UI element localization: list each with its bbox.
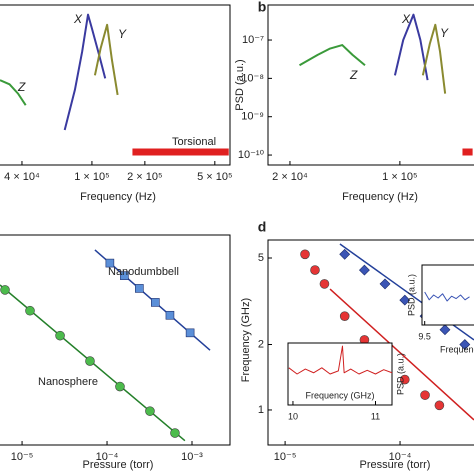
series-label: Z xyxy=(17,80,26,94)
y-tick-label: 10⁻⁷ xyxy=(242,34,264,46)
series-label: Z xyxy=(349,68,358,82)
circle-marker xyxy=(25,305,35,316)
circle-marker xyxy=(399,374,410,385)
panel: Frequency (Hz) 4 × 10⁴ 1 × 10⁵ 2 × 10⁵ 5 × 1… xyxy=(0,4,233,203)
x-tick-label: 5 × 10⁵ xyxy=(197,171,232,183)
x-axis-label: Frequency (GHz) xyxy=(305,390,374,400)
circle-marker xyxy=(115,381,125,392)
y-axis-label: PSD (a.u.) xyxy=(406,274,416,316)
data-line xyxy=(63,13,107,131)
x-tick-label: 10⁻⁴ xyxy=(96,451,119,463)
y-tick-label: 10⁻¹⁰ xyxy=(238,149,265,161)
diamond-marker xyxy=(439,324,451,336)
panel: b Frequency (Hz) PSD (a.u.) 2 × 10⁴ 1 × 10⁵ 1… xyxy=(234,0,474,203)
diamond-marker xyxy=(459,339,471,350)
x-tick-label: 11 xyxy=(371,411,380,421)
x-tick-label: 2 × 10⁵ xyxy=(127,171,162,183)
data-line xyxy=(424,291,470,302)
data-line xyxy=(0,79,27,106)
data-line xyxy=(421,23,447,94)
x-tick-label: 9.5 xyxy=(418,331,431,341)
circle-marker xyxy=(420,390,430,400)
data-line xyxy=(93,23,119,96)
circle-marker xyxy=(319,279,330,289)
circle-marker xyxy=(339,311,350,321)
x-tick-label: 1 × 10⁵ xyxy=(74,171,109,183)
y-tick-label: 5 xyxy=(258,252,264,264)
circle-marker xyxy=(300,249,310,260)
panel: d Pressure (torr) Frequency (GHz) 10⁻⁵ 10⁻⁴ 5… xyxy=(240,219,474,471)
plot-frame xyxy=(0,234,231,446)
series-label: Nanosphere xyxy=(38,376,98,388)
x-tick-label: 1 × 10⁵ xyxy=(382,171,417,183)
square-marker xyxy=(185,328,195,338)
x-tick-label: 10⁻⁴ xyxy=(389,451,412,463)
x-axis-label: Frequency (Hz) xyxy=(342,191,418,203)
x-tick-label: 2 × 10⁴ xyxy=(272,171,308,183)
panel: Pressure (torr) 10⁻⁵ 10⁻⁴ 10⁻³ Nanodumbbell N… xyxy=(0,234,231,471)
circle-marker xyxy=(434,400,445,411)
x-tick-label: 10 xyxy=(288,411,298,421)
panel-label: d xyxy=(258,219,267,235)
y-tick-label: 10⁻⁸ xyxy=(241,72,264,84)
panel-label: b xyxy=(258,0,267,15)
diamond-marker xyxy=(379,278,391,290)
y-axis-label: Frequency (GHz) xyxy=(240,298,252,382)
square-marker xyxy=(120,271,129,280)
square-marker xyxy=(135,284,144,293)
panel: Frequency (GHz) PSD (a.u.) 10 11 xyxy=(287,342,405,421)
square-marker xyxy=(105,258,115,268)
x-axis-label: Pressure (torr) xyxy=(360,459,431,471)
data-line xyxy=(393,13,429,81)
x-tick-label: 4 × 10⁴ xyxy=(4,171,40,183)
plot-frame xyxy=(267,239,474,446)
series-label: X xyxy=(73,12,83,26)
x-tick-label: 10⁻⁵ xyxy=(11,451,34,463)
diamond-marker xyxy=(359,264,370,276)
circle-marker xyxy=(0,285,10,295)
y-tick-label: 1 xyxy=(258,404,264,416)
circle-marker xyxy=(310,265,320,275)
x-axis-label: Pressure (torr) xyxy=(83,459,154,471)
x-tick-label: 10⁻³ xyxy=(181,451,203,463)
x-axis-label: Frequency (Hz) xyxy=(80,191,156,203)
panel: Frequency PSD (a.u.) 9.5 xyxy=(406,264,474,354)
x-axis-label: Frequency xyxy=(440,344,474,354)
plot-frame xyxy=(421,264,474,326)
data-line xyxy=(299,44,366,67)
series-label: X xyxy=(401,12,411,26)
square-marker xyxy=(165,310,175,320)
circle-marker xyxy=(55,330,65,341)
y-axis-label: PSD (a.u.) xyxy=(234,59,246,110)
plot-frame xyxy=(0,4,231,166)
series-label: Y xyxy=(118,27,127,41)
y-tick-label: 2 xyxy=(258,338,264,350)
x-tick-label: 10⁻⁵ xyxy=(274,451,297,463)
diamond-marker xyxy=(399,294,411,306)
series-label: Y xyxy=(440,26,449,40)
y-axis-label: PSD (a.u.) xyxy=(395,353,405,395)
series-label: Nanodumbbell xyxy=(108,266,179,278)
y-tick-label: 10⁻⁹ xyxy=(241,111,264,123)
circle-marker xyxy=(170,428,180,438)
circle-marker xyxy=(85,356,95,366)
circle-marker xyxy=(145,406,155,416)
diamond-marker xyxy=(339,248,351,260)
square-marker xyxy=(151,298,160,307)
data-line xyxy=(329,288,474,421)
series-label: Torsional xyxy=(172,136,216,148)
data-line xyxy=(288,345,393,375)
plot-frame xyxy=(267,4,474,166)
